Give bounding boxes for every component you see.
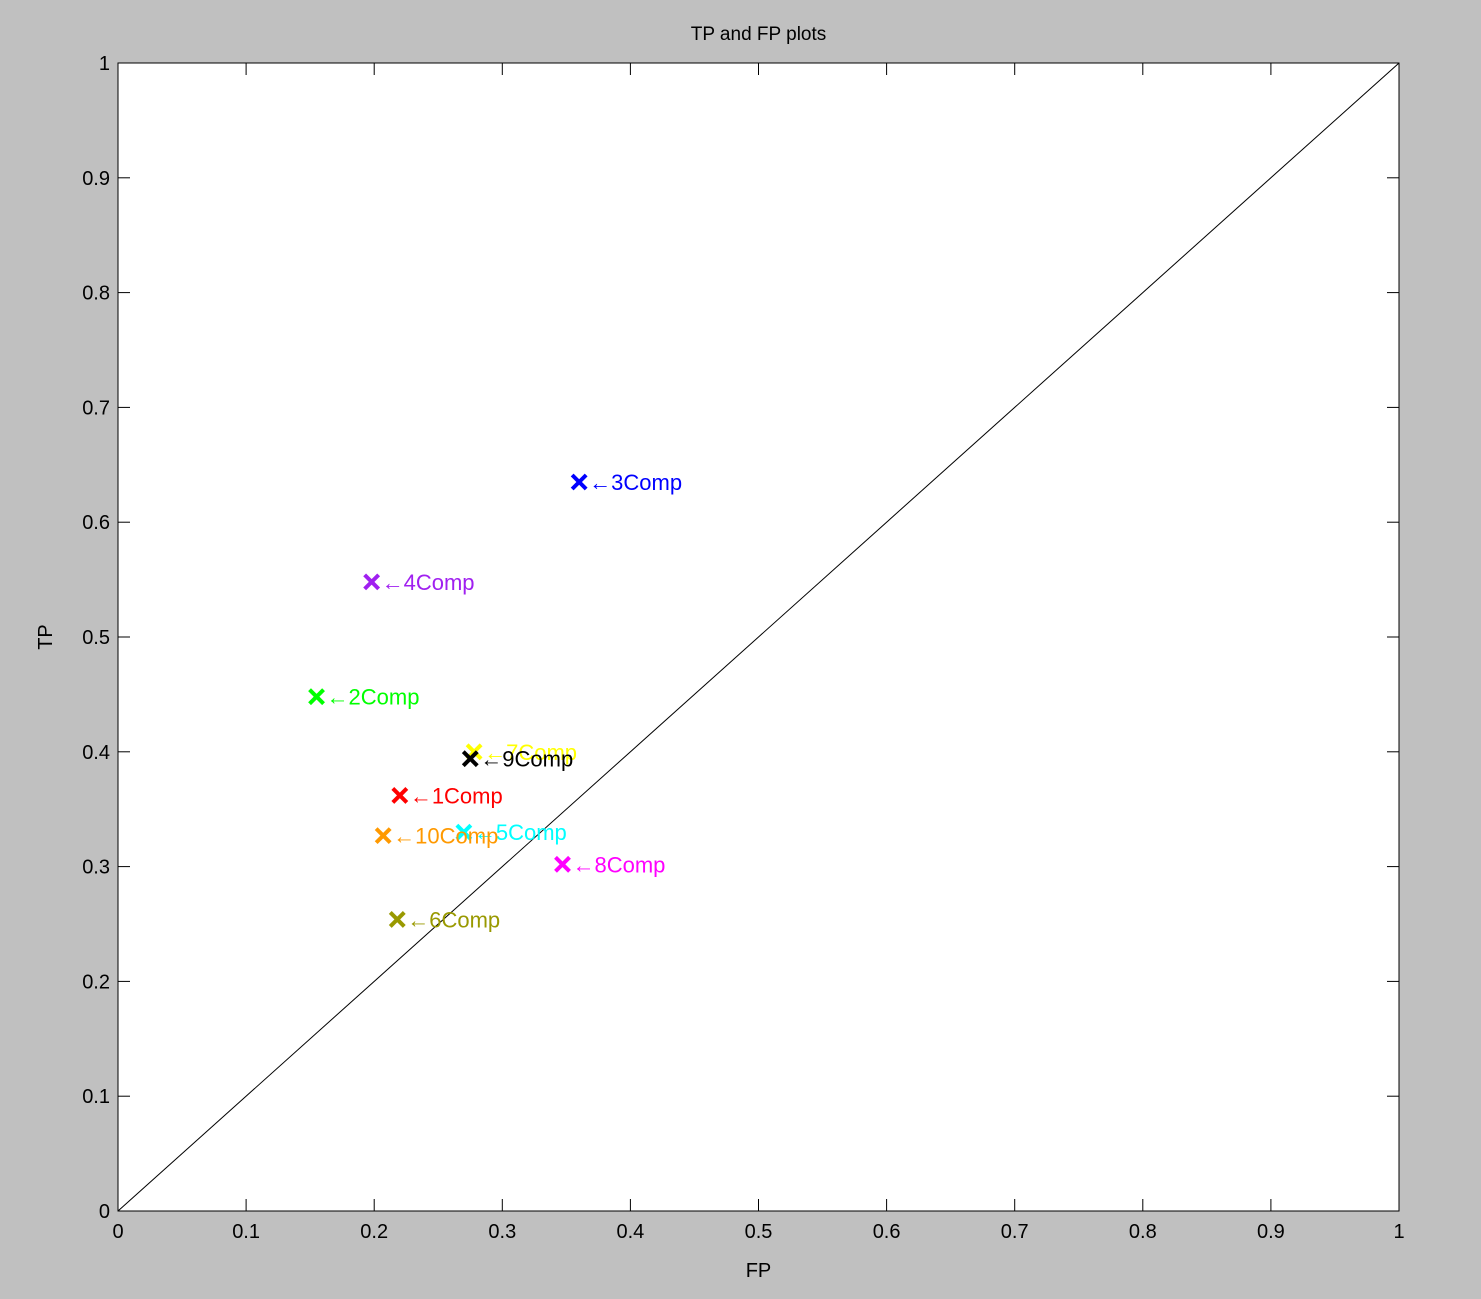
y-tick-label: 0.5 bbox=[82, 627, 110, 649]
x-marker-stroke bbox=[570, 473, 588, 491]
x-tick-label: 0.6 bbox=[873, 1221, 901, 1243]
y-tick-label: 1 bbox=[99, 53, 110, 75]
data-point: ←4Comp bbox=[363, 570, 475, 595]
x-tick-label: 0.7 bbox=[1001, 1221, 1029, 1243]
point-label: ←1Comp bbox=[410, 783, 503, 808]
point-label: ←3Comp bbox=[589, 470, 682, 495]
data-point: ←6Comp bbox=[388, 907, 500, 932]
y-tick-label: 0.7 bbox=[82, 397, 110, 419]
data-point: ←5Comp bbox=[455, 820, 567, 845]
x-marker-stroke bbox=[374, 827, 392, 845]
x-marker-stroke bbox=[455, 823, 473, 841]
reference-diagonal-line bbox=[117, 62, 1400, 1212]
x-tick-label: 0.2 bbox=[360, 1221, 388, 1243]
y-tick-label: 0.1 bbox=[82, 1086, 110, 1108]
point-label: ←8Comp bbox=[573, 852, 666, 877]
point-label: ←7Comp bbox=[484, 740, 577, 765]
point-label: ←10Comp bbox=[393, 824, 498, 849]
y-tick-label: 0.4 bbox=[82, 742, 110, 764]
x-axis-label: FP bbox=[746, 1260, 772, 1282]
data-point: ←10Comp bbox=[374, 824, 498, 849]
y-tick-label: 0.3 bbox=[82, 857, 110, 879]
x-tick-label: 0.1 bbox=[232, 1221, 260, 1243]
x-tick-label: 0.8 bbox=[1129, 1221, 1157, 1243]
point-layer: ←1Comp ←2Comp ←3Comp ←4Comp ←5Comp ←6Comp ←7Co… bbox=[308, 470, 682, 932]
point-label: ←9Comp bbox=[480, 747, 573, 772]
point-label: ←4Comp bbox=[382, 570, 475, 595]
x-tick-label: 0 bbox=[112, 1221, 123, 1243]
y-tick-label: 0.6 bbox=[82, 512, 110, 534]
point-label: ←5Comp bbox=[474, 820, 567, 845]
y-tick-label: 0.9 bbox=[82, 168, 110, 190]
x-marker-stroke bbox=[363, 573, 381, 591]
x-marker-stroke bbox=[308, 688, 325, 706]
tick-layer: 0 0.1 0.2 0.3 0.4 0.5 0.6 0.7 0.8 0.9 1 0 0.1 0.2 0.3 0… bbox=[82, 53, 1404, 1243]
y-axis-label: TP bbox=[35, 624, 57, 650]
point-label: ←6Comp bbox=[407, 907, 500, 932]
x-tick-label: 0.5 bbox=[745, 1221, 773, 1243]
x-marker-stroke bbox=[461, 750, 479, 768]
x-tick-label: 0.9 bbox=[1257, 1221, 1285, 1243]
x-tick-label: 0.3 bbox=[488, 1221, 516, 1243]
chart-title: TP and FP plots bbox=[691, 24, 827, 45]
y-tick-label: 0.8 bbox=[82, 283, 110, 305]
axes-box bbox=[117, 62, 1400, 1212]
x-tick-label: 0.4 bbox=[616, 1221, 644, 1243]
data-point: ←1Comp bbox=[391, 783, 503, 808]
x-tick-label: 1 bbox=[1393, 1221, 1404, 1243]
x-marker-stroke bbox=[391, 787, 409, 804]
point-label: ←2Comp bbox=[327, 685, 420, 710]
y-tick-label: 0 bbox=[99, 1201, 110, 1223]
data-point: ←7Comp bbox=[465, 740, 577, 765]
data-point: ←8Comp bbox=[554, 852, 666, 877]
data-point: ←2Comp bbox=[308, 685, 420, 710]
x-marker-stroke bbox=[388, 910, 406, 928]
data-point: ←9Comp bbox=[461, 747, 573, 772]
y-tick-label: 0.2 bbox=[82, 971, 110, 993]
x-marker-stroke bbox=[554, 855, 571, 873]
reference-line-layer bbox=[117, 62, 1400, 1212]
data-point: ←3Comp bbox=[570, 470, 682, 495]
